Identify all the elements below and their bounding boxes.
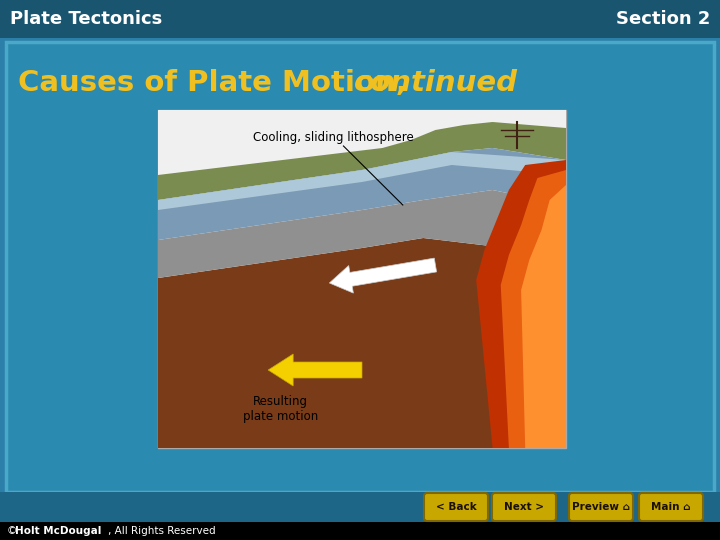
FancyBboxPatch shape bbox=[6, 42, 714, 492]
Text: , All Rights Reserved: , All Rights Reserved bbox=[108, 526, 215, 536]
Text: Cooling, sliding lithosphere: Cooling, sliding lithosphere bbox=[253, 132, 414, 145]
FancyArrow shape bbox=[329, 258, 436, 293]
Text: Resulting
plate motion: Resulting plate motion bbox=[243, 395, 318, 423]
Text: Preview ⌂: Preview ⌂ bbox=[572, 502, 630, 512]
Polygon shape bbox=[476, 160, 566, 448]
FancyBboxPatch shape bbox=[424, 493, 488, 521]
Text: continued: continued bbox=[354, 69, 518, 97]
FancyBboxPatch shape bbox=[639, 493, 703, 521]
Text: < Back: < Back bbox=[436, 502, 477, 512]
Polygon shape bbox=[500, 170, 566, 448]
Polygon shape bbox=[158, 152, 566, 210]
Text: Holt McDougal: Holt McDougal bbox=[15, 526, 102, 536]
FancyBboxPatch shape bbox=[492, 493, 556, 521]
Text: Main ⌂: Main ⌂ bbox=[652, 502, 690, 512]
FancyArrow shape bbox=[268, 354, 362, 386]
Text: Plate Tectonics: Plate Tectonics bbox=[10, 10, 162, 28]
Text: Causes of Plate Motion,: Causes of Plate Motion, bbox=[18, 69, 417, 97]
Polygon shape bbox=[158, 122, 566, 200]
Polygon shape bbox=[158, 238, 566, 448]
Polygon shape bbox=[158, 190, 566, 278]
Text: Section 2: Section 2 bbox=[616, 10, 710, 28]
FancyBboxPatch shape bbox=[0, 0, 720, 38]
FancyBboxPatch shape bbox=[158, 110, 566, 175]
FancyBboxPatch shape bbox=[0, 492, 720, 526]
FancyBboxPatch shape bbox=[569, 493, 633, 521]
FancyBboxPatch shape bbox=[0, 522, 720, 540]
FancyBboxPatch shape bbox=[158, 110, 566, 448]
Polygon shape bbox=[521, 185, 566, 448]
Text: ©: © bbox=[7, 526, 20, 536]
Polygon shape bbox=[158, 148, 566, 240]
Text: Next >: Next > bbox=[504, 502, 544, 512]
